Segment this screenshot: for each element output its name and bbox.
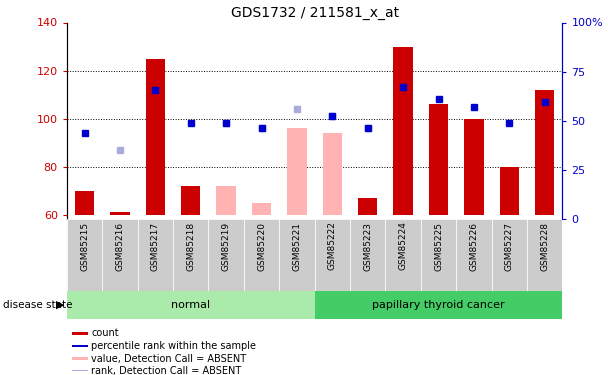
Text: papillary thyroid cancer: papillary thyroid cancer [372,300,505,310]
Bar [72,357,88,360]
Bar [358,198,378,214]
Bar [102,219,137,291]
Bar [279,219,315,291]
Text: GSM85216: GSM85216 [116,222,125,271]
Bar [350,219,385,291]
Text: percentile rank within the sample: percentile rank within the sample [91,341,257,351]
Bar [500,166,519,214]
Bar [181,186,201,214]
Bar [421,219,456,291]
Text: GSM85225: GSM85225 [434,222,443,270]
Text: GSM85218: GSM85218 [186,222,195,271]
Bar [209,219,244,291]
Bar [492,219,527,291]
Bar [72,345,88,347]
Bar [110,212,130,214]
Text: disease state: disease state [3,300,72,310]
Bar [72,370,88,373]
Bar [456,219,492,291]
Bar [385,219,421,291]
Text: GSM85226: GSM85226 [469,222,478,270]
Text: GSM85228: GSM85228 [540,222,549,270]
Text: GSM85219: GSM85219 [222,222,230,271]
Bar [146,58,165,214]
Bar [173,219,209,291]
Text: GSM85222: GSM85222 [328,222,337,270]
Bar [67,291,315,319]
Bar [137,219,173,291]
Text: GSM85217: GSM85217 [151,222,160,271]
Bar [429,104,448,214]
Bar [252,202,271,214]
Text: value, Detection Call = ABSENT: value, Detection Call = ABSENT [91,354,246,364]
Text: GSM85215: GSM85215 [80,222,89,271]
Bar [464,118,483,214]
Bar [216,186,236,214]
Bar [393,46,413,214]
Text: normal: normal [171,300,210,310]
Bar [527,219,562,291]
Bar [323,133,342,214]
Bar [535,90,554,214]
Bar [244,219,279,291]
Bar [314,291,562,319]
Bar [67,219,102,291]
Text: ▶: ▶ [56,300,64,310]
Text: rank, Detection Call = ABSENT: rank, Detection Call = ABSENT [91,366,241,375]
Bar [72,332,88,334]
Text: GSM85223: GSM85223 [363,222,372,270]
Bar [287,128,306,214]
Text: GSM85224: GSM85224 [399,222,407,270]
Text: count: count [91,328,119,338]
Text: GSM85220: GSM85220 [257,222,266,270]
Bar [75,190,94,214]
Text: GSM85221: GSM85221 [292,222,302,270]
Bar [314,219,350,291]
Title: GDS1732 / 211581_x_at: GDS1732 / 211581_x_at [230,6,399,20]
Text: GSM85227: GSM85227 [505,222,514,270]
